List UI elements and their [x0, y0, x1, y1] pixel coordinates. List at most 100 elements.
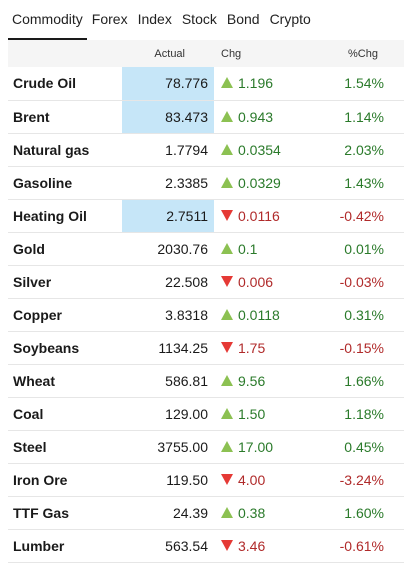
table-row[interactable]: Heating Oil 2.7511 0.0116 -0.42%	[8, 199, 404, 233]
table-row[interactable]: Soybeans 1134.25 1.75 -0.15%	[8, 331, 404, 365]
commodity-table: Actual Chg %Chg Crude Oil 78.776 1.196 1.54…	[8, 40, 404, 563]
change-cell: 0.0329	[214, 166, 324, 200]
up-triangle-icon	[221, 506, 233, 518]
actual-value: 24.39	[122, 496, 214, 530]
change-cell: 1.75	[214, 331, 324, 365]
percent-change-value: 2.03%	[324, 133, 404, 167]
column-header-pct-chg[interactable]: %Chg	[324, 40, 404, 67]
actual-value: 3755.00	[122, 430, 214, 464]
change-cell: 0.0118	[214, 298, 324, 332]
actual-value: 2.3385	[122, 166, 214, 200]
commodity-name[interactable]: Natural gas	[8, 133, 122, 167]
table-row[interactable]: Gold 2030.76 0.1 0.01%	[8, 232, 404, 266]
up-triangle-icon	[221, 308, 233, 320]
commodity-name[interactable]: Soybeans	[8, 331, 122, 365]
change-value: 1.75	[238, 339, 266, 356]
tab-crypto[interactable]: Crypto	[269, 11, 311, 27]
actual-value: 22.508	[122, 265, 214, 299]
percent-change-value: -0.03%	[324, 265, 404, 299]
percent-change-value: 1.54%	[324, 67, 404, 101]
actual-value: 83.473	[122, 100, 214, 134]
commodity-name[interactable]: Lumber	[8, 529, 122, 563]
commodity-name[interactable]: Copper	[8, 298, 122, 332]
table-row[interactable]: Iron Ore 119.50 4.00 -3.24%	[8, 463, 404, 497]
commodity-name[interactable]: Heating Oil	[8, 199, 122, 233]
change-value: 0.0116	[238, 207, 280, 224]
actual-value: 78.776	[122, 67, 214, 101]
down-triangle-icon	[221, 341, 233, 353]
tab-index[interactable]: Index	[137, 11, 172, 27]
percent-change-value: 0.31%	[324, 298, 404, 332]
actual-value: 1134.25	[122, 331, 214, 365]
table-row[interactable]: Silver 22.508 0.006 -0.03%	[8, 265, 404, 299]
tab-bond[interactable]: Bond	[226, 11, 260, 27]
actual-value: 2030.76	[122, 232, 214, 266]
column-header-chg[interactable]: Chg	[214, 40, 324, 67]
table-header-row: Actual Chg %Chg	[8, 40, 404, 67]
table-row[interactable]: Brent 83.473 0.943 1.14%	[8, 100, 404, 134]
change-value: 4.00	[238, 471, 266, 488]
percent-change-value: -0.42%	[324, 199, 404, 233]
commodity-name[interactable]: Coal	[8, 397, 122, 431]
market-tabs: Commodity Forex Index Stock Bond Crypto	[0, 0, 407, 40]
change-cell: 9.56	[214, 364, 324, 398]
change-cell: 17.00	[214, 430, 324, 464]
tab-forex[interactable]: Forex	[91, 11, 128, 27]
up-triangle-icon	[221, 77, 233, 89]
tab-stock[interactable]: Stock	[181, 11, 217, 27]
change-cell: 1.50	[214, 397, 324, 431]
change-value: 17.00	[238, 438, 274, 455]
actual-value: 1.7794	[122, 133, 214, 167]
up-triangle-icon	[221, 407, 233, 419]
table-row[interactable]: Wheat 586.81 9.56 1.66%	[8, 364, 404, 398]
change-cell: 3.46	[214, 529, 324, 563]
table-row[interactable]: Copper 3.8318 0.0118 0.31%	[8, 298, 404, 332]
commodity-name[interactable]: Silver	[8, 265, 122, 299]
change-value: 0.0354	[238, 141, 281, 158]
percent-change-value: -0.15%	[324, 331, 404, 365]
table-row[interactable]: Steel 3755.00 17.00 0.45%	[8, 430, 404, 464]
percent-change-value: 1.14%	[324, 100, 404, 134]
actual-value: 586.81	[122, 364, 214, 398]
commodity-name[interactable]: Gold	[8, 232, 122, 266]
up-triangle-icon	[221, 374, 233, 386]
percent-change-value: -3.24%	[324, 463, 404, 497]
actual-value: 563.54	[122, 529, 214, 563]
change-value: 3.46	[238, 537, 266, 554]
down-triangle-icon	[221, 473, 233, 485]
change-cell: 0.0354	[214, 133, 324, 167]
commodity-name[interactable]: Iron Ore	[8, 463, 122, 497]
table-row[interactable]: Lumber 563.54 3.46 -0.61%	[8, 529, 404, 563]
commodity-name[interactable]: TTF Gas	[8, 496, 122, 530]
column-header-actual[interactable]: Actual	[122, 40, 214, 67]
change-cell: 0.38	[214, 496, 324, 530]
change-value: 0.0329	[238, 174, 281, 191]
actual-value: 3.8318	[122, 298, 214, 332]
commodity-name[interactable]: Brent	[8, 100, 122, 134]
down-triangle-icon	[221, 275, 233, 287]
percent-change-value: -0.61%	[324, 529, 404, 563]
table-row[interactable]: Coal 129.00 1.50 1.18%	[8, 397, 404, 431]
change-cell: 1.196	[214, 67, 324, 101]
table-row[interactable]: Natural gas 1.7794 0.0354 2.03%	[8, 133, 404, 167]
up-triangle-icon	[221, 143, 233, 155]
commodity-name[interactable]: Wheat	[8, 364, 122, 398]
table-row[interactable]: Gasoline 2.3385 0.0329 1.43%	[8, 166, 404, 200]
table-row[interactable]: TTF Gas 24.39 0.38 1.60%	[8, 496, 404, 530]
change-value: 1.196	[238, 75, 274, 92]
up-triangle-icon	[221, 242, 233, 254]
percent-change-value: 1.18%	[324, 397, 404, 431]
percent-change-value: 1.43%	[324, 166, 404, 200]
change-value: 0.006	[238, 273, 274, 290]
commodity-name[interactable]: Crude Oil	[8, 67, 122, 101]
change-cell: 0.0116	[214, 199, 324, 233]
change-value: 0.1	[238, 240, 258, 257]
change-value: 1.50	[238, 405, 266, 422]
tab-commodity[interactable]: Commodity	[8, 10, 87, 40]
commodity-name[interactable]: Gasoline	[8, 166, 122, 200]
percent-change-value: 1.66%	[324, 364, 404, 398]
commodity-name[interactable]: Steel	[8, 430, 122, 464]
table-row[interactable]: Crude Oil 78.776 1.196 1.54%	[8, 67, 404, 101]
actual-value: 2.7511	[122, 199, 214, 233]
percent-change-value: 0.45%	[324, 430, 404, 464]
